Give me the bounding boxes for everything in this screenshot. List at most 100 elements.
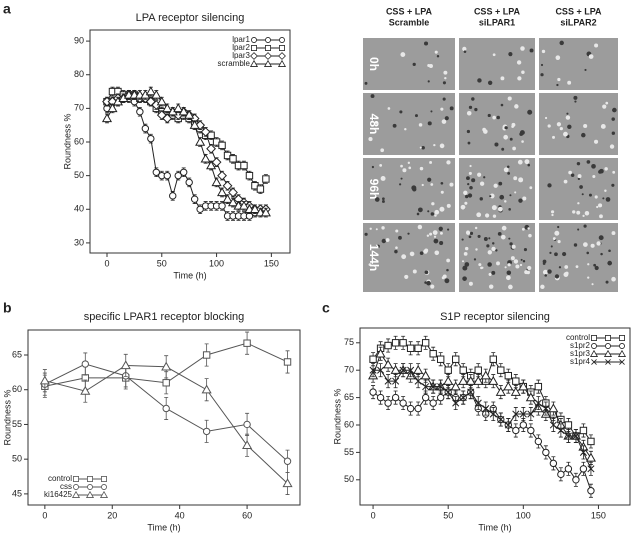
cell bbox=[504, 126, 508, 130]
cell bbox=[409, 251, 415, 257]
cell bbox=[602, 197, 605, 200]
legend-marker bbox=[619, 343, 625, 349]
cell bbox=[424, 281, 427, 284]
legend-marker bbox=[73, 476, 79, 482]
cell bbox=[430, 110, 433, 113]
data-point bbox=[202, 351, 211, 359]
cell bbox=[473, 258, 477, 261]
data-point bbox=[282, 478, 293, 488]
cell bbox=[517, 76, 522, 81]
legend-marker bbox=[277, 59, 287, 67]
data-point bbox=[384, 341, 392, 350]
cell bbox=[496, 115, 500, 120]
cell bbox=[511, 122, 516, 127]
cell bbox=[446, 258, 451, 263]
data-point bbox=[549, 421, 557, 429]
cell bbox=[432, 230, 438, 235]
data-point bbox=[436, 393, 445, 402]
cell bbox=[382, 200, 385, 203]
cell bbox=[441, 276, 445, 280]
data-point bbox=[406, 344, 415, 352]
x-axis-label: Time (h) bbox=[147, 522, 180, 532]
cell bbox=[380, 148, 385, 153]
data-point bbox=[81, 360, 89, 368]
legend-marker bbox=[251, 45, 257, 51]
data-point bbox=[436, 355, 445, 363]
data-point bbox=[557, 426, 565, 435]
cell bbox=[600, 124, 606, 129]
cell bbox=[607, 260, 613, 266]
cell bbox=[469, 231, 474, 235]
cell bbox=[568, 170, 572, 175]
cell bbox=[439, 143, 445, 149]
cell bbox=[446, 268, 449, 272]
data-point bbox=[399, 366, 407, 374]
cell bbox=[466, 176, 470, 181]
cell bbox=[380, 175, 386, 181]
cell bbox=[529, 186, 533, 190]
cell bbox=[489, 195, 492, 198]
micrograph bbox=[459, 38, 535, 90]
cell bbox=[439, 241, 444, 246]
cell bbox=[412, 269, 417, 274]
panel-letter: a bbox=[3, 1, 11, 17]
data-point bbox=[482, 405, 490, 413]
cell bbox=[608, 249, 611, 253]
data-point bbox=[190, 195, 199, 203]
cell bbox=[611, 131, 616, 135]
cell bbox=[494, 142, 499, 147]
data-point bbox=[185, 178, 193, 187]
cell bbox=[517, 159, 523, 165]
data-point bbox=[136, 108, 144, 116]
data-point bbox=[141, 124, 150, 133]
micrograph bbox=[539, 223, 618, 292]
cell bbox=[567, 124, 572, 129]
legend-marker bbox=[101, 484, 107, 490]
data-point bbox=[195, 136, 206, 146]
cell bbox=[500, 234, 506, 240]
cell bbox=[368, 263, 372, 266]
cell bbox=[467, 193, 473, 198]
data-point bbox=[512, 377, 520, 385]
cell bbox=[464, 246, 469, 251]
cell bbox=[438, 226, 443, 231]
data-point bbox=[579, 426, 588, 435]
cell bbox=[598, 203, 603, 208]
data-point bbox=[421, 393, 430, 402]
legend-marker bbox=[591, 335, 597, 341]
legend-marker bbox=[591, 343, 597, 349]
legend-marker bbox=[263, 59, 273, 67]
cell bbox=[492, 53, 496, 57]
cell bbox=[444, 278, 450, 284]
x-axis-label: Time (h) bbox=[478, 522, 511, 532]
cell bbox=[581, 193, 584, 196]
cell bbox=[427, 210, 430, 213]
cell bbox=[436, 55, 440, 58]
data-point bbox=[369, 366, 377, 374]
column-header: CSS + LPA bbox=[474, 6, 521, 16]
cell bbox=[577, 174, 582, 179]
cell bbox=[395, 246, 398, 250]
legend-label: control bbox=[48, 474, 72, 483]
x-tick-label: 0 bbox=[42, 510, 47, 520]
data-point bbox=[504, 421, 512, 429]
cell bbox=[463, 252, 468, 256]
data-point bbox=[161, 361, 172, 371]
legend-label: ki16425 bbox=[44, 490, 73, 499]
y-tick-label: 50 bbox=[344, 474, 354, 484]
cell bbox=[381, 226, 385, 230]
cell bbox=[514, 104, 519, 109]
cell bbox=[583, 224, 587, 228]
data-point bbox=[369, 355, 377, 363]
cell bbox=[559, 126, 563, 131]
cell bbox=[521, 227, 525, 231]
cell bbox=[483, 176, 486, 179]
cell bbox=[467, 182, 470, 186]
legend-label: s1pr2 bbox=[570, 341, 591, 350]
cell bbox=[594, 139, 599, 144]
data-point bbox=[216, 187, 228, 197]
data-point bbox=[465, 375, 476, 385]
cell bbox=[468, 171, 472, 175]
cell bbox=[463, 190, 468, 195]
cell bbox=[521, 140, 524, 143]
